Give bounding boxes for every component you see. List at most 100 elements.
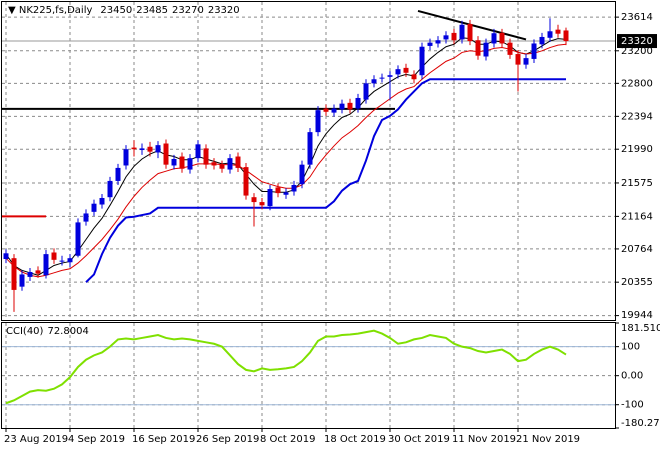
candle-body [195,144,201,159]
cci-line [5,329,567,405]
candle-body [355,97,361,109]
candle-body [403,67,409,73]
candle-body [531,43,537,59]
candle-body [107,180,113,198]
price-marker-label: 23320 [621,36,653,47]
candle-body [11,258,17,290]
candle-body [315,110,321,133]
candle-body [171,158,177,166]
candle-body [67,258,73,263]
header: ▼ NK225,fs,Daily 23450 23485 23270 23320 [8,5,240,16]
candle-body [3,253,9,260]
candle-body [251,197,257,203]
candle-body [411,74,417,80]
x-tick-label: 4 Sep 2019 [68,434,125,445]
candle-body [19,274,25,287]
candle-body [43,254,49,276]
candle-body [499,32,505,44]
candle-body [299,164,305,185]
symbol-title: NK225,fs,Daily [19,5,93,16]
x-tick-label: 8 Oct 2019 [260,434,315,445]
price-marker [617,34,657,49]
candle-body [339,103,345,110]
x-tick-label: 11 Nov 2019 [452,434,516,445]
cci-title: CCI(40) [6,326,44,337]
x-tick-label: 18 Oct 2019 [324,434,386,445]
candle-body [283,192,289,195]
candle-body [123,149,129,166]
candle-body [267,189,273,207]
y-tick-label: 0.00 [621,371,643,382]
cci-header: CCI(40) 72.8004 [6,326,89,337]
candle-body [259,202,265,206]
y-tick-label: 20355 [621,277,653,288]
candle-body [507,42,513,55]
candle-body [59,260,65,262]
candle-body [235,156,241,168]
candle-body [179,156,185,169]
header-open: 23450 [100,5,132,16]
candle-body [291,184,297,192]
candle-body [203,148,209,165]
candle-body [483,42,489,57]
candle-body [523,58,529,65]
candle-body [331,108,337,113]
candle-body [99,198,105,205]
candle-body [475,40,481,56]
candle-body [443,35,449,40]
x-tick-label: 21 Nov 2019 [516,434,580,445]
main-panel-frame [1,1,616,321]
y-tick-label: -180.2771 [621,418,660,429]
candle-body [51,252,57,260]
candle-body [371,79,377,84]
candle-body [211,162,217,166]
y-tick-label: 20764 [621,244,653,255]
candle-body [451,32,457,41]
header-high: 23485 [136,5,168,16]
candle-body [395,69,401,75]
candle-body [435,40,441,44]
candle-body [147,146,153,152]
candle-body [139,148,145,151]
candle-body [75,222,81,256]
y-tick-label: 22800 [621,78,653,89]
x-tick-label: 16 Sep 2019 [132,434,195,445]
header-close: 23320 [208,5,240,16]
candle-body [243,167,249,196]
candle-body [115,167,121,181]
x-tick-label: 26 Sep 2019 [196,434,259,445]
candle-body [347,102,353,110]
candle-body [491,33,497,44]
y-tick-label: 21990 [621,144,653,155]
y-tick-label: 23200 [621,46,653,57]
candle-body [379,77,385,79]
candle-body [427,42,433,46]
candle-body [459,24,465,40]
cci-last-value: 72.8004 [47,326,88,337]
candle-body [35,270,41,274]
mark-layer [2,9,615,406]
candle-body [275,187,281,194]
y-tick-label: 181.5102 [621,323,660,334]
candle-body [227,158,233,170]
y-tick-label: -100 [621,400,644,411]
candle-body [219,164,225,169]
candle-body [547,31,553,38]
candle-body [27,272,33,277]
y-tick-label: 19944 [621,310,653,321]
y-tick-label: 21164 [621,211,653,222]
candle-body [155,145,161,153]
candle-body [419,46,425,76]
candle-body [131,147,137,150]
candle-body [467,23,473,42]
candle-body [307,132,313,165]
y-tick-label: 100 [621,342,640,353]
y-tick-label: 22394 [621,111,653,122]
candle-body [163,143,169,165]
indicator-line [85,78,566,283]
candle-body [83,213,89,222]
candle-body [91,203,97,212]
